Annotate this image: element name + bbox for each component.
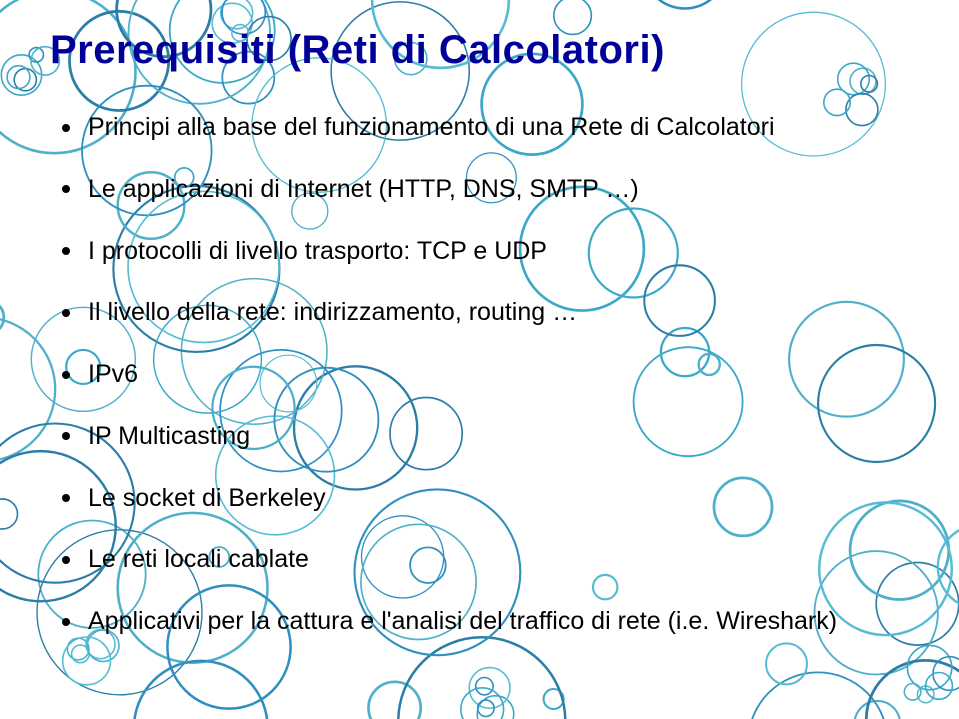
slide-content: Prerequisiti (Reti di Calcolatori) Princ… (0, 0, 959, 707)
bullet-item: Il livello della rete: indirizzamento, r… (62, 296, 919, 330)
bullet-item: I protocolli di livello trasporto: TCP e… (62, 235, 919, 269)
bullet-item: Le applicazioni di Internet (HTTP, DNS, … (62, 173, 919, 207)
slide-title: Prerequisiti (Reti di Calcolatori) (50, 28, 919, 73)
bullet-list: Principi alla base del funzionamento di … (50, 111, 919, 639)
bullet-item: Applicativi per la cattura e l'analisi d… (62, 605, 919, 639)
bullet-item: IPv6 (62, 358, 919, 392)
bullet-item: IP Multicasting (62, 420, 919, 454)
bullet-item: Principi alla base del funzionamento di … (62, 111, 919, 145)
bullet-item: Le reti locali cablate (62, 543, 919, 577)
bullet-item: Le socket di Berkeley (62, 482, 919, 516)
